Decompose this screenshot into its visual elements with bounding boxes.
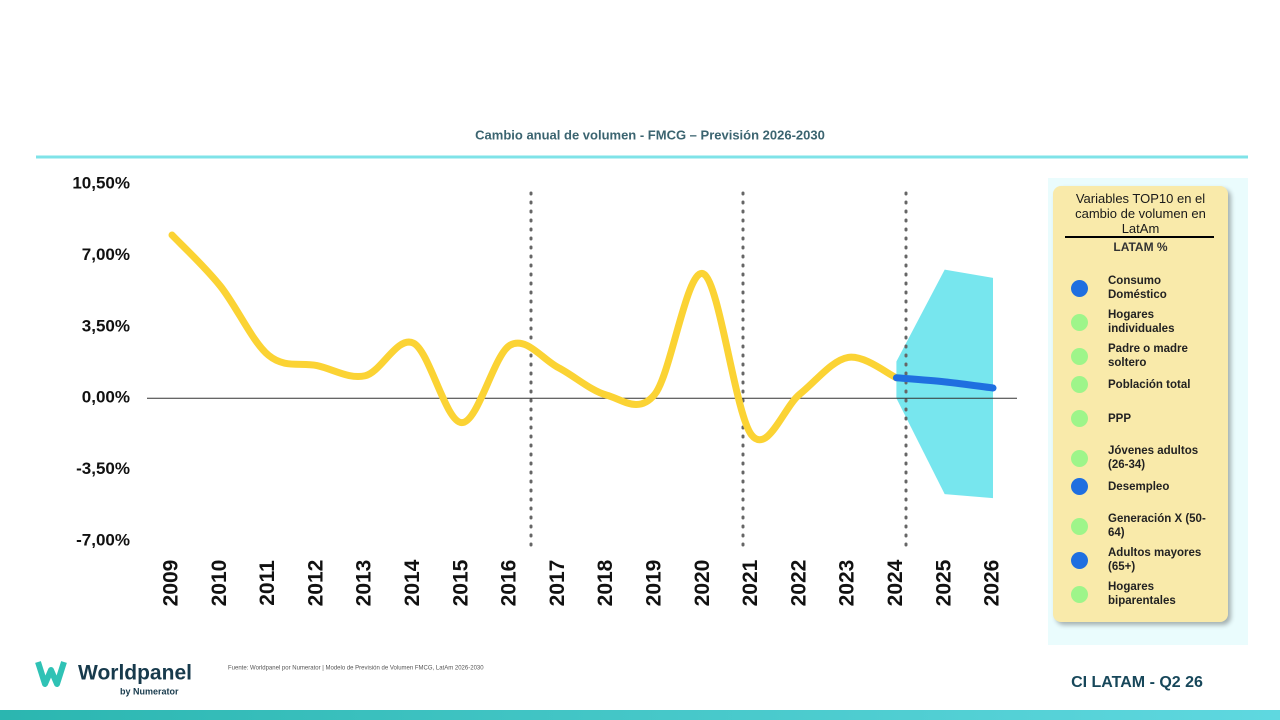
x-tick-label: 2016 bbox=[498, 560, 521, 607]
y-tick-label: 0,00% bbox=[82, 388, 130, 407]
item-label: Hogares individuales bbox=[1108, 309, 1175, 335]
y-tick-label: 3,50% bbox=[82, 316, 130, 335]
x-tick-label: 2014 bbox=[401, 559, 424, 606]
logo-mark bbox=[35, 661, 67, 687]
item-label: Padre o madre soltero bbox=[1108, 343, 1188, 369]
x-tick-label: 2017 bbox=[546, 560, 569, 607]
item-dot bbox=[1071, 347, 1088, 365]
y-tick-label: -3,50% bbox=[76, 459, 130, 478]
x-tick-label: 2018 bbox=[594, 559, 617, 606]
panel-subtitle: LATAM % bbox=[1113, 240, 1168, 254]
panel-title: Variables TOP10 en el cambio de volumen … bbox=[1075, 191, 1206, 236]
panel-item: Generación X (50-64) bbox=[1053, 512, 1208, 540]
x-tick-label: 2023 bbox=[836, 560, 859, 607]
x-tick-label: 2024 bbox=[884, 559, 907, 606]
x-tick-label: 2009 bbox=[160, 560, 183, 607]
x-tick-label: 2012 bbox=[304, 560, 327, 607]
item-label: PPP bbox=[1108, 412, 1132, 425]
item-dot bbox=[1071, 410, 1088, 427]
y-tick-label: -7,00% bbox=[76, 530, 130, 549]
period-dividers bbox=[529, 191, 908, 554]
item-label: Población total bbox=[1108, 378, 1191, 391]
slide-code: CI LATAM - Q2 26 bbox=[1071, 674, 1203, 691]
x-tick-label: 2022 bbox=[787, 560, 810, 607]
x-tick-label: 2010 bbox=[208, 560, 231, 607]
chart-title: Cambio anual de volumen - FMCG – Previsi… bbox=[475, 127, 825, 142]
x-tick-label: 2020 bbox=[691, 560, 714, 607]
panel-item: Población total bbox=[1053, 376, 1208, 393]
item-label: Jóvenes adultos (26-34) bbox=[1108, 445, 1199, 471]
x-tick-label: 2025 bbox=[932, 559, 955, 606]
panel-item: Desempleo bbox=[1053, 478, 1208, 495]
item-dot bbox=[1071, 478, 1088, 495]
item-dot bbox=[1071, 279, 1088, 297]
item-dot bbox=[1071, 313, 1088, 331]
panel-item: PPP bbox=[1053, 410, 1208, 427]
item-dot bbox=[1071, 517, 1088, 535]
item-label: Hogares biparentales bbox=[1108, 581, 1176, 607]
logo-text: Worldpanel bbox=[78, 662, 192, 685]
panel-item: Consumo Doméstico bbox=[1053, 274, 1208, 302]
item-dot bbox=[1071, 551, 1088, 569]
panel-item: Padre o madre soltero bbox=[1053, 342, 1208, 370]
x-tick-label: 2011 bbox=[256, 560, 279, 606]
panel-item: Jóvenes adultos (26-34) bbox=[1053, 444, 1208, 472]
panel-item: Hogares individuales bbox=[1053, 308, 1208, 336]
item-dot bbox=[1071, 585, 1088, 603]
series-line bbox=[892, 374, 997, 392]
x-tick-label: 2019 bbox=[642, 560, 665, 607]
item-dot bbox=[1071, 376, 1088, 393]
source-note: Fuente: Worldpanel por Numerator | Model… bbox=[228, 666, 484, 672]
y-tick-label: 7,00% bbox=[82, 245, 130, 264]
item-dot bbox=[1071, 449, 1088, 467]
x-tick-label: 2021 bbox=[739, 559, 762, 606]
panel-item: Hogares biparentales bbox=[1053, 580, 1208, 608]
series-line bbox=[168, 231, 900, 444]
panel-item: Adultos mayores (65+) bbox=[1053, 546, 1208, 574]
x-tick-label: 2013 bbox=[353, 560, 376, 607]
bottom-bar bbox=[0, 710, 1280, 720]
item-label: Desempleo bbox=[1108, 480, 1170, 493]
y-tick-label: 10,50% bbox=[72, 173, 130, 192]
x-tick-label: 2026 bbox=[981, 560, 1004, 607]
panel-rule bbox=[1065, 236, 1214, 238]
x-tick-label: 2015 bbox=[449, 559, 472, 606]
logo-sub: by Numerator bbox=[120, 686, 179, 696]
item-label: Generación X (50-64) bbox=[1108, 513, 1206, 539]
item-label: Adultos mayores (65+) bbox=[1108, 547, 1202, 573]
variables-panel: Variables TOP10 en el cambio de volumen … bbox=[1053, 186, 1228, 622]
item-label: Consumo Doméstico bbox=[1108, 275, 1167, 301]
